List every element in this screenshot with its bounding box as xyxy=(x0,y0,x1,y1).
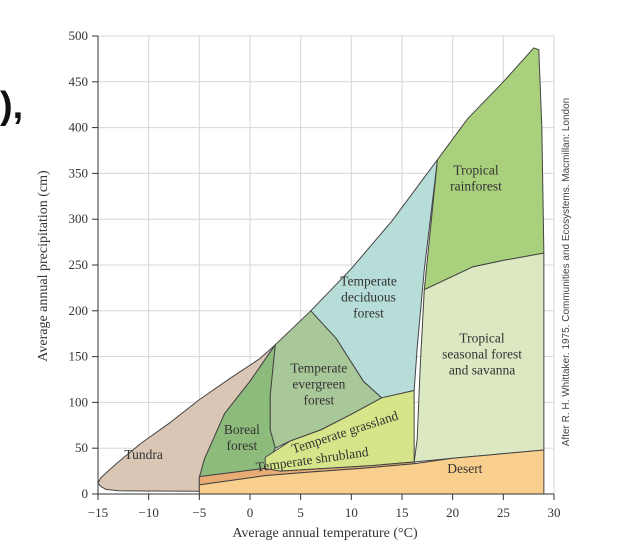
biome-label-boreal-forest: Boreal forest xyxy=(224,422,260,453)
biome-label-temperate-deciduous-forest: Temperate deciduous forest xyxy=(340,274,397,321)
y-tick-label: 500 xyxy=(69,28,89,43)
biome-label-tropical-seasonal-forest-and-savanna: Tropical seasonal forest and savanna xyxy=(442,330,522,377)
biome-label-line: Temperate xyxy=(291,361,348,376)
biome-label-line: forest xyxy=(227,438,258,453)
biome-label-temperate-evergreen-forest: Temperate evergreen forest xyxy=(291,361,348,408)
biome-label-line: rainforest xyxy=(450,179,502,194)
x-tick-label: −15 xyxy=(88,505,108,520)
x-axis-title: Average annual temperature (°C) xyxy=(232,526,418,541)
y-tick-label: 250 xyxy=(69,257,89,272)
y-tick-label: 350 xyxy=(69,165,89,180)
y-tick-label: 450 xyxy=(69,74,89,89)
y-tick-label: 150 xyxy=(69,349,89,364)
biome-label-line: forest xyxy=(304,393,335,408)
y-tick-label: 300 xyxy=(69,211,89,226)
biome-label-line: evergreen xyxy=(292,377,345,392)
biome-label-line: seasonal forest xyxy=(442,346,522,361)
y-axis-title: Average annual precipitation (cm) xyxy=(36,170,51,362)
x-tick-label: 10 xyxy=(345,505,358,520)
x-tick-label: 15 xyxy=(396,505,409,520)
biome-label-line: Tundra xyxy=(124,447,163,462)
biome-label-line: Boreal xyxy=(224,422,260,437)
x-tick-label: 0 xyxy=(247,505,254,520)
y-tick-label: 0 xyxy=(82,486,89,501)
biome-label-tropical-rainforest: Tropical rainforest xyxy=(450,163,502,194)
axes-layer: −15 −10 −5 0 5 10 15 20 25 3005010015020025030035… xyxy=(69,28,561,520)
x-tick-label: 20 xyxy=(446,505,459,520)
y-tick-label: 200 xyxy=(69,303,89,318)
biome-label-line: deciduous xyxy=(341,290,396,305)
biome-label-line: Temperate xyxy=(340,274,397,289)
credit-label: After R. H. Whittaker. 1975. Communities… xyxy=(561,98,572,446)
biome-label-line: Desert xyxy=(447,461,482,476)
x-tick-label: 30 xyxy=(548,505,561,520)
x-tick-label: −10 xyxy=(138,505,158,520)
biome-label-line: and savanna xyxy=(449,362,515,377)
x-tick-label: −5 xyxy=(192,505,206,520)
biome-label-line: forest xyxy=(353,306,384,321)
y-tick-label: 50 xyxy=(75,440,88,455)
regions-layer xyxy=(97,47,545,495)
biome-label-line: Tropical xyxy=(459,330,505,345)
biome-label-desert: Desert xyxy=(447,461,482,476)
y-tick-label: 400 xyxy=(69,120,89,135)
fragment-text: ), xyxy=(0,85,23,127)
region-temperate-deciduous-forest xyxy=(310,159,438,399)
x-tick-label: 25 xyxy=(497,505,510,520)
biome-label-line: Tropical xyxy=(453,163,499,178)
y-tick-label: 100 xyxy=(69,394,89,409)
biome-label-tundra: Tundra xyxy=(124,447,163,462)
x-tick-label: 5 xyxy=(297,505,304,520)
